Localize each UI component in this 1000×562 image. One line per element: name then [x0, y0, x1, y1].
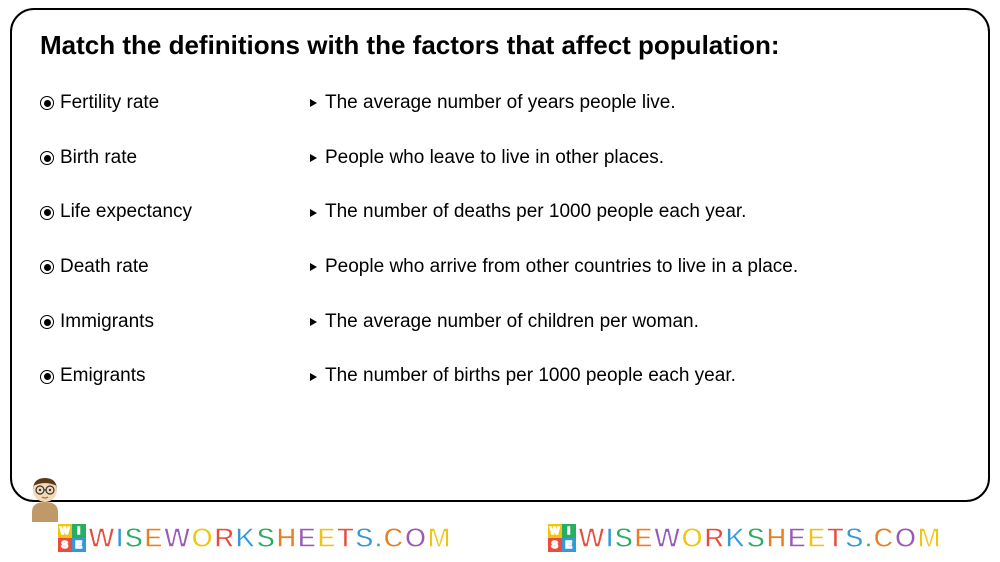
definition-item[interactable]: People who arrive from other countries t…	[310, 255, 960, 280]
definition-item[interactable]: The average number of children per woman…	[310, 310, 960, 335]
definitions-column: The average number of years people live.…	[310, 91, 960, 419]
factor-item[interactable]: Death rate	[40, 255, 270, 280]
bullet-icon	[40, 315, 54, 329]
worksheet-container: Match the definitions with the factors t…	[10, 8, 990, 502]
definition-label: The number of births per 1000 people eac…	[325, 364, 736, 389]
arrow-icon	[310, 318, 317, 326]
definition-label: People who leave to live in other places…	[325, 146, 664, 171]
arrow-icon	[310, 154, 317, 162]
definition-item[interactable]: The average number of years people live.	[310, 91, 960, 116]
watermark-text: WISEWORKSHEETS.COM	[88, 522, 452, 554]
factor-label: Fertility rate	[60, 91, 159, 116]
watermark-right: WI SE WISEWORKSHEETS.COM	[548, 522, 942, 554]
definition-label: The average number of years people live.	[325, 91, 676, 116]
watermark-left: WI SE WISEWORKSHEETS.COM	[58, 522, 452, 554]
bullet-icon	[40, 96, 54, 110]
bullet-icon	[40, 151, 54, 165]
definition-item[interactable]: The number of births per 1000 people eac…	[310, 364, 960, 389]
factor-item[interactable]: Life expectancy	[40, 200, 270, 225]
definition-item[interactable]: The number of deaths per 1000 people eac…	[310, 200, 960, 225]
matching-columns: Fertility rate Birth rate Life expectanc…	[40, 91, 960, 419]
factor-label: Death rate	[60, 255, 149, 280]
factor-label: Life expectancy	[60, 200, 192, 225]
watermark-text: WISEWORKSHEETS.COM	[578, 522, 942, 554]
definition-label: The average number of children per woman…	[325, 310, 699, 335]
watermark-bar: WI SE WISEWORKSHEETS.COM WI SE WISEWORKS…	[0, 522, 1000, 554]
bullet-icon	[40, 206, 54, 220]
definition-label: The number of deaths per 1000 people eac…	[325, 200, 746, 225]
factor-item[interactable]: Emigrants	[40, 364, 270, 389]
factor-item[interactable]: Birth rate	[40, 146, 270, 171]
definition-label: People who arrive from other countries t…	[325, 255, 798, 280]
logo-icon: WI SE	[58, 524, 86, 552]
arrow-icon	[310, 209, 317, 217]
definition-item[interactable]: People who leave to live in other places…	[310, 146, 960, 171]
arrow-icon	[310, 99, 317, 107]
factors-column: Fertility rate Birth rate Life expectanc…	[40, 91, 270, 419]
bullet-icon	[40, 260, 54, 274]
factor-label: Birth rate	[60, 146, 137, 171]
logo-icon: WI SE	[548, 524, 576, 552]
avatar-icon	[20, 472, 70, 522]
factor-item[interactable]: Immigrants	[40, 310, 270, 335]
factor-label: Emigrants	[60, 364, 146, 389]
arrow-icon	[310, 373, 317, 381]
arrow-icon	[310, 263, 317, 271]
factor-label: Immigrants	[60, 310, 154, 335]
bullet-icon	[40, 370, 54, 384]
factor-item[interactable]: Fertility rate	[40, 91, 270, 116]
worksheet-title: Match the definitions with the factors t…	[40, 30, 960, 61]
